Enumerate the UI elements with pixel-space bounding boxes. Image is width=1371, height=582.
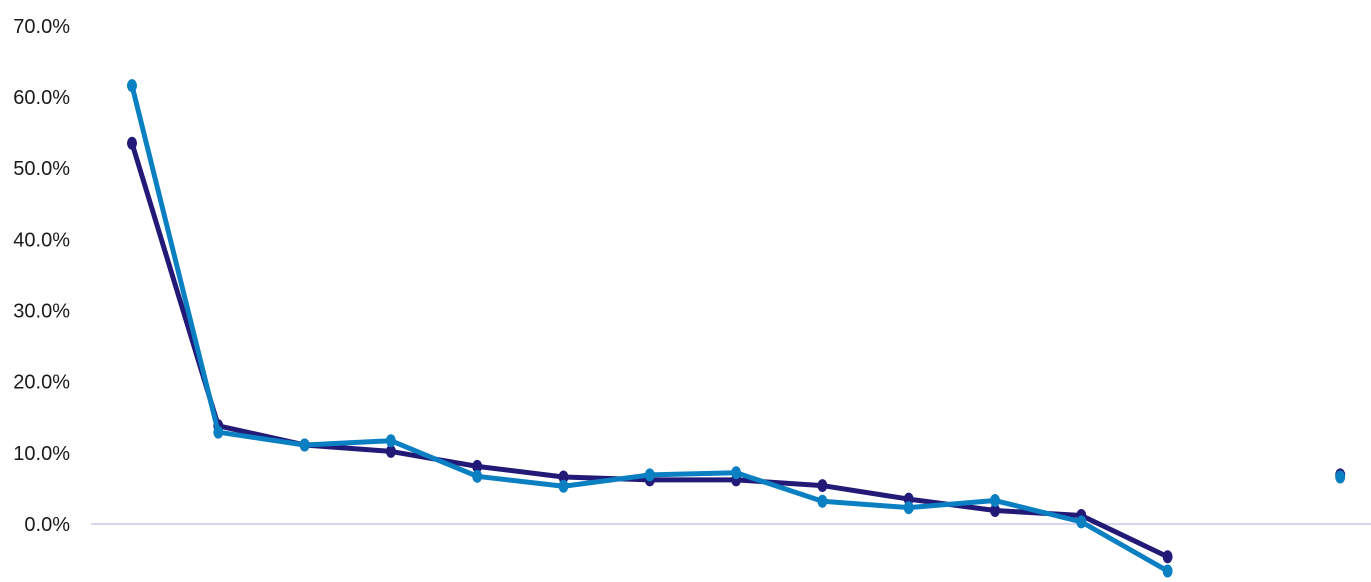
data-point (472, 459, 483, 473)
data-point (817, 494, 828, 508)
series-line (129, 140, 1171, 560)
data-point (213, 425, 224, 439)
data-point (644, 468, 655, 482)
data-point (385, 434, 396, 448)
y-tick-label: 20.0% (13, 372, 70, 394)
data-point (990, 494, 1000, 508)
data-point (558, 470, 569, 484)
data-point (817, 479, 828, 493)
y-tick-label: 40.0% (13, 229, 70, 251)
data-point (1162, 550, 1173, 564)
y-tick-label: 50.0% (13, 158, 70, 180)
data-point (1076, 515, 1087, 529)
data-point (385, 444, 396, 458)
data-point (990, 503, 1000, 517)
data-point (558, 479, 569, 493)
series-2 (127, 79, 1346, 578)
data-point (299, 438, 310, 452)
data-point (127, 136, 137, 150)
y-axis: 70.0% 60.0% 50.0% 40.0% 30.0% 20.0% 10.0% 0.0% (13, 16, 70, 536)
series-layer (127, 79, 1346, 578)
data-point (731, 466, 742, 480)
series-line (129, 83, 1171, 574)
y-tick-label: 0.0% (24, 514, 70, 536)
y-tick-label: 70.0% (13, 16, 70, 38)
y-tick-label: 60.0% (13, 87, 70, 109)
data-point (1335, 470, 1346, 484)
y-tick-label: 10.0% (13, 443, 70, 465)
y-tick-label: 30.0% (13, 300, 70, 322)
data-point (903, 501, 914, 515)
data-point (127, 79, 137, 93)
data-point (472, 469, 483, 483)
series-1 (127, 136, 1346, 564)
data-point (1162, 564, 1173, 578)
